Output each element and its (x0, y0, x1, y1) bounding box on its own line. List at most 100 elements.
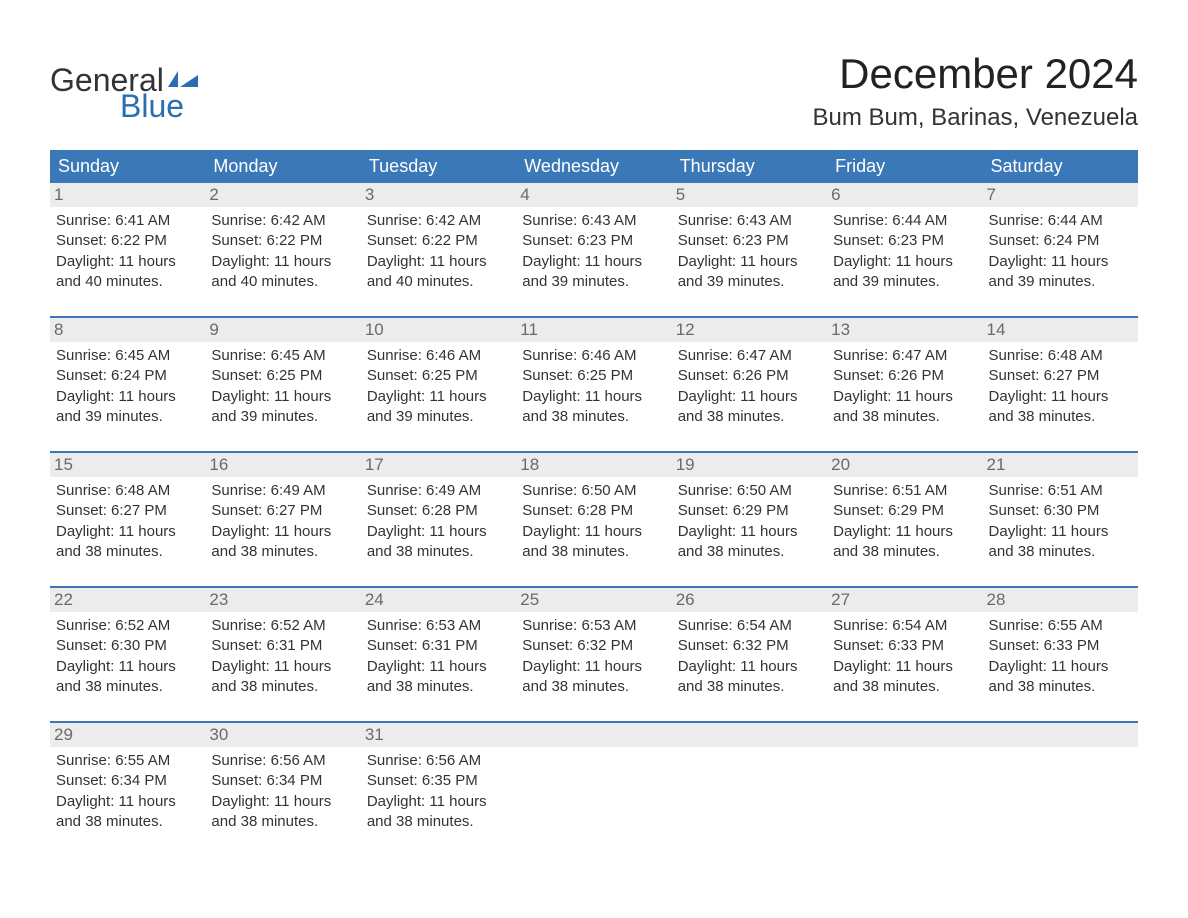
weekday-header: Thursday (672, 150, 827, 183)
day-sunset: Sunset: 6:25 PM (522, 366, 665, 386)
day-sunset: Sunset: 6:24 PM (56, 366, 199, 386)
location: Bum Bum, Barinas, Venezuela (812, 104, 1138, 132)
day-sunrise: Sunrise: 6:51 AM (833, 481, 976, 501)
day-d1: Daylight: 11 hours (989, 522, 1132, 542)
day-cell: 23Sunrise: 6:52 AMSunset: 6:31 PMDayligh… (205, 586, 360, 721)
day-sunrise: Sunrise: 6:44 AM (989, 211, 1132, 231)
day-sunrise: Sunrise: 6:52 AM (211, 616, 354, 636)
day-d2: and 38 minutes. (367, 677, 510, 697)
day-d1: Daylight: 11 hours (367, 792, 510, 812)
day-cell: 2Sunrise: 6:42 AMSunset: 6:22 PMDaylight… (205, 183, 360, 316)
weekday-header: Saturday (983, 150, 1138, 183)
day-d2: and 39 minutes. (989, 272, 1132, 292)
day-d2: and 38 minutes. (522, 407, 665, 427)
day-d2: and 38 minutes. (211, 812, 354, 832)
day-d1: Daylight: 11 hours (211, 657, 354, 677)
day-d2: and 38 minutes. (989, 677, 1132, 697)
day-cell: 13Sunrise: 6:47 AMSunset: 6:26 PMDayligh… (827, 316, 982, 451)
day-d1: Daylight: 11 hours (367, 657, 510, 677)
day-sunrise: Sunrise: 6:46 AM (522, 346, 665, 366)
logo: General Blue (50, 60, 198, 122)
day-cell: 27Sunrise: 6:54 AMSunset: 6:33 PMDayligh… (827, 586, 982, 721)
day-d1: Daylight: 11 hours (367, 252, 510, 272)
day-d1: Daylight: 11 hours (56, 657, 199, 677)
day-d1: Daylight: 11 hours (56, 252, 199, 272)
day-sunrise: Sunrise: 6:45 AM (56, 346, 199, 366)
day-d2: and 38 minutes. (367, 542, 510, 562)
day-sunset: Sunset: 6:31 PM (367, 636, 510, 656)
day-sunrise: Sunrise: 6:56 AM (211, 751, 354, 771)
day-number: 3 (361, 183, 516, 207)
day-d1: Daylight: 11 hours (678, 387, 821, 407)
day-d2: and 38 minutes. (989, 407, 1132, 427)
day-sunrise: Sunrise: 6:41 AM (56, 211, 199, 231)
day-sunrise: Sunrise: 6:45 AM (211, 346, 354, 366)
day-number: 15 (50, 453, 205, 477)
day-number-empty (983, 723, 1138, 747)
day-cell: 21Sunrise: 6:51 AMSunset: 6:30 PMDayligh… (983, 451, 1138, 586)
day-number: 24 (361, 588, 516, 612)
day-number-empty (827, 723, 982, 747)
day-cell: 29Sunrise: 6:55 AMSunset: 6:34 PMDayligh… (50, 721, 205, 856)
day-d2: and 38 minutes. (833, 677, 976, 697)
day-d1: Daylight: 11 hours (211, 522, 354, 542)
day-cell: 19Sunrise: 6:50 AMSunset: 6:29 PMDayligh… (672, 451, 827, 586)
day-sunrise: Sunrise: 6:55 AM (989, 616, 1132, 636)
day-number: 20 (827, 453, 982, 477)
week-row: 22Sunrise: 6:52 AMSunset: 6:30 PMDayligh… (50, 586, 1138, 721)
day-number: 9 (205, 318, 360, 342)
day-d2: and 38 minutes. (522, 542, 665, 562)
day-sunset: Sunset: 6:22 PM (367, 231, 510, 251)
day-cell (827, 721, 982, 856)
day-number: 6 (827, 183, 982, 207)
day-number: 29 (50, 723, 205, 747)
day-sunset: Sunset: 6:25 PM (211, 366, 354, 386)
day-cell: 18Sunrise: 6:50 AMSunset: 6:28 PMDayligh… (516, 451, 671, 586)
day-sunset: Sunset: 6:34 PM (211, 771, 354, 791)
day-cell: 5Sunrise: 6:43 AMSunset: 6:23 PMDaylight… (672, 183, 827, 316)
day-sunrise: Sunrise: 6:49 AM (367, 481, 510, 501)
day-sunrise: Sunrise: 6:54 AM (833, 616, 976, 636)
day-cell (983, 721, 1138, 856)
day-d2: and 38 minutes. (56, 677, 199, 697)
day-d1: Daylight: 11 hours (211, 252, 354, 272)
day-d2: and 38 minutes. (678, 677, 821, 697)
day-d1: Daylight: 11 hours (522, 657, 665, 677)
day-cell: 25Sunrise: 6:53 AMSunset: 6:32 PMDayligh… (516, 586, 671, 721)
day-d2: and 38 minutes. (522, 677, 665, 697)
day-d2: and 38 minutes. (211, 677, 354, 697)
day-sunset: Sunset: 6:33 PM (989, 636, 1132, 656)
day-d2: and 39 minutes. (211, 407, 354, 427)
day-cell: 26Sunrise: 6:54 AMSunset: 6:32 PMDayligh… (672, 586, 827, 721)
weekday-header: Monday (205, 150, 360, 183)
day-sunrise: Sunrise: 6:55 AM (56, 751, 199, 771)
day-d2: and 38 minutes. (56, 812, 199, 832)
calendar-header-row: Sunday Monday Tuesday Wednesday Thursday… (50, 150, 1138, 183)
day-cell: 28Sunrise: 6:55 AMSunset: 6:33 PMDayligh… (983, 586, 1138, 721)
day-d2: and 38 minutes. (56, 542, 199, 562)
day-cell: 31Sunrise: 6:56 AMSunset: 6:35 PMDayligh… (361, 721, 516, 856)
day-number: 8 (50, 318, 205, 342)
day-sunset: Sunset: 6:22 PM (211, 231, 354, 251)
week-row: 8Sunrise: 6:45 AMSunset: 6:24 PMDaylight… (50, 316, 1138, 451)
day-cell: 7Sunrise: 6:44 AMSunset: 6:24 PMDaylight… (983, 183, 1138, 316)
day-number: 13 (827, 318, 982, 342)
day-d1: Daylight: 11 hours (678, 252, 821, 272)
day-d1: Daylight: 11 hours (833, 387, 976, 407)
logo-bottom-text: Blue (120, 90, 198, 122)
day-d2: and 38 minutes. (833, 407, 976, 427)
day-cell: 6Sunrise: 6:44 AMSunset: 6:23 PMDaylight… (827, 183, 982, 316)
day-sunset: Sunset: 6:31 PM (211, 636, 354, 656)
weekday-header: Wednesday (516, 150, 671, 183)
day-sunrise: Sunrise: 6:53 AM (522, 616, 665, 636)
day-cell: 12Sunrise: 6:47 AMSunset: 6:26 PMDayligh… (672, 316, 827, 451)
day-sunset: Sunset: 6:29 PM (833, 501, 976, 521)
day-d2: and 38 minutes. (367, 812, 510, 832)
day-d2: and 40 minutes. (56, 272, 199, 292)
day-sunrise: Sunrise: 6:48 AM (989, 346, 1132, 366)
day-number: 2 (205, 183, 360, 207)
day-number: 1 (50, 183, 205, 207)
day-sunrise: Sunrise: 6:50 AM (522, 481, 665, 501)
day-sunset: Sunset: 6:25 PM (367, 366, 510, 386)
week-row: 15Sunrise: 6:48 AMSunset: 6:27 PMDayligh… (50, 451, 1138, 586)
